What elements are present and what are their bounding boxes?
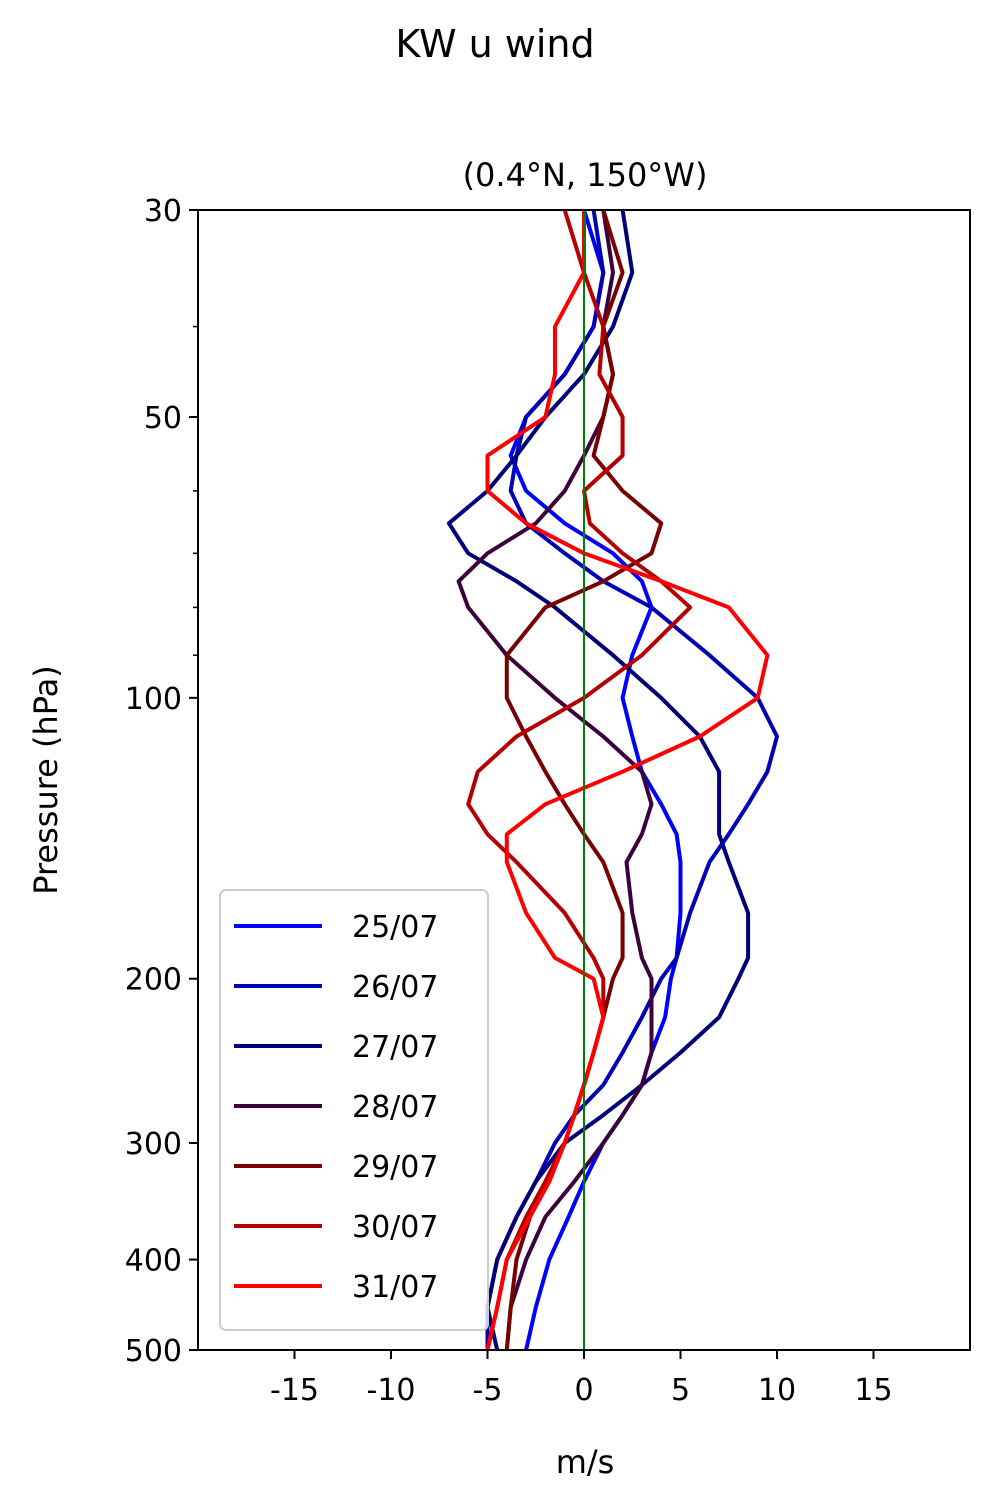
legend-label: 31/07 xyxy=(352,1270,438,1305)
x-tick-label: 0 xyxy=(574,1373,593,1408)
x-tick-label: 10 xyxy=(758,1373,796,1408)
legend-label: 27/07 xyxy=(352,1030,438,1065)
series-layer xyxy=(446,209,779,1351)
legend-label: 30/07 xyxy=(352,1210,438,1245)
legend-label: 29/07 xyxy=(352,1150,438,1185)
y-axis-label: Pressure (hPa) xyxy=(27,665,65,895)
y-tick-label: 400 xyxy=(125,1244,182,1279)
y-tick-label: 50 xyxy=(144,401,182,436)
series-line-6 xyxy=(485,210,770,1351)
plot-title: (0.4°N, 150°W) xyxy=(463,156,708,194)
figure-suptitle: KW u wind xyxy=(395,22,595,66)
x-tick-label: -5 xyxy=(473,1373,503,1408)
x-tick-label: 5 xyxy=(671,1373,690,1408)
y-tick-label: 500 xyxy=(125,1334,182,1369)
y-tick-label: 300 xyxy=(125,1127,182,1162)
y-tick-label: 200 xyxy=(125,963,182,998)
legend-box xyxy=(219,889,489,1331)
axes-layer: -15 -10 -5 0 5 10 15 30 50 100 200 300 400 500 xyxy=(125,194,971,1408)
x-axis-label: m/s xyxy=(556,1443,615,1481)
legend: 25/07 26/07 27/07 28/07 29/07 30/07 31/07 xyxy=(219,889,489,1331)
legend-label: 25/07 xyxy=(352,910,438,945)
x-tick-label: -15 xyxy=(270,1373,319,1408)
series-line-1 xyxy=(485,209,779,1350)
y-tick-label: 100 xyxy=(125,682,182,717)
legend-label: 28/07 xyxy=(352,1090,438,1125)
y-tick-label: 30 xyxy=(144,194,182,229)
legend-label: 26/07 xyxy=(352,970,438,1005)
x-tick-label: -10 xyxy=(367,1373,416,1408)
x-tick-label: 15 xyxy=(854,1373,892,1408)
